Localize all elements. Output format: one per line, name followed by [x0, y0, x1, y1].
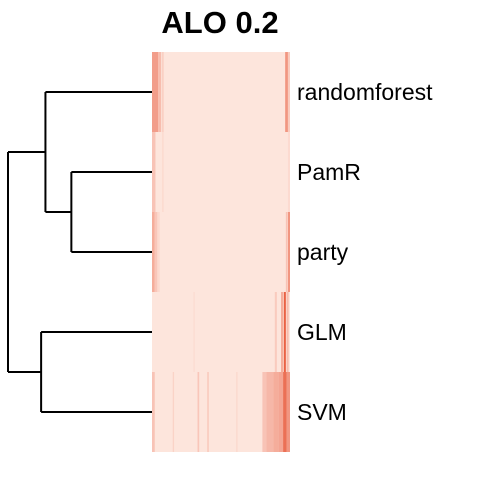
heatmap-cell — [281, 292, 284, 372]
heatmap-cell — [287, 132, 290, 212]
heatmap-cell — [172, 372, 175, 452]
heatmap-cell — [152, 52, 159, 132]
row-label-glm: GLM — [297, 319, 347, 345]
heatmap-cell — [162, 132, 164, 212]
heatmap-cell — [161, 52, 164, 132]
heatmap-cell — [207, 372, 209, 452]
heatmap-cells — [152, 52, 290, 452]
heatmap-cell — [262, 372, 267, 452]
heatmap-row-glm — [152, 292, 290, 372]
heatmap-cell — [274, 292, 277, 372]
heatmap-cell — [236, 372, 238, 452]
heatmap-cell — [154, 212, 158, 292]
row-label-pamr: PamR — [297, 159, 361, 185]
heatmap-cell — [283, 372, 287, 452]
heatmap-cell — [273, 372, 279, 452]
heatmap-cell — [286, 292, 289, 372]
row-label-randomforest: randomforest — [297, 79, 433, 105]
heatmap-cell — [287, 52, 290, 132]
heatmap-row-pamr — [152, 132, 290, 212]
heatmap-row-randomforest — [152, 52, 290, 132]
row-dendrogram — [7, 91, 152, 413]
heatmap-cell — [278, 372, 284, 452]
heatmap-cell — [283, 292, 286, 372]
heatmap-row-party — [152, 212, 290, 292]
heatmap-cell — [285, 52, 288, 132]
heatmap-cell — [158, 212, 160, 292]
heatmap-cell — [287, 212, 290, 292]
row-label-svm: SVM — [297, 399, 347, 425]
heatmap-cell — [152, 132, 156, 212]
row-labels: randomforest PamR party GLM SVM — [297, 79, 433, 425]
heatmap-cell — [152, 212, 155, 292]
chart-title: ALO 0.2 — [161, 5, 278, 40]
heatmap-cell — [285, 212, 288, 292]
heatmap-cell — [266, 372, 274, 452]
heatmap-cell — [158, 52, 161, 132]
heatmap-cell — [197, 372, 200, 452]
heatmap-cell — [286, 372, 290, 452]
heatmap-cell — [193, 292, 195, 372]
row-label-party: party — [297, 239, 349, 265]
heatmap-cell — [152, 372, 155, 452]
